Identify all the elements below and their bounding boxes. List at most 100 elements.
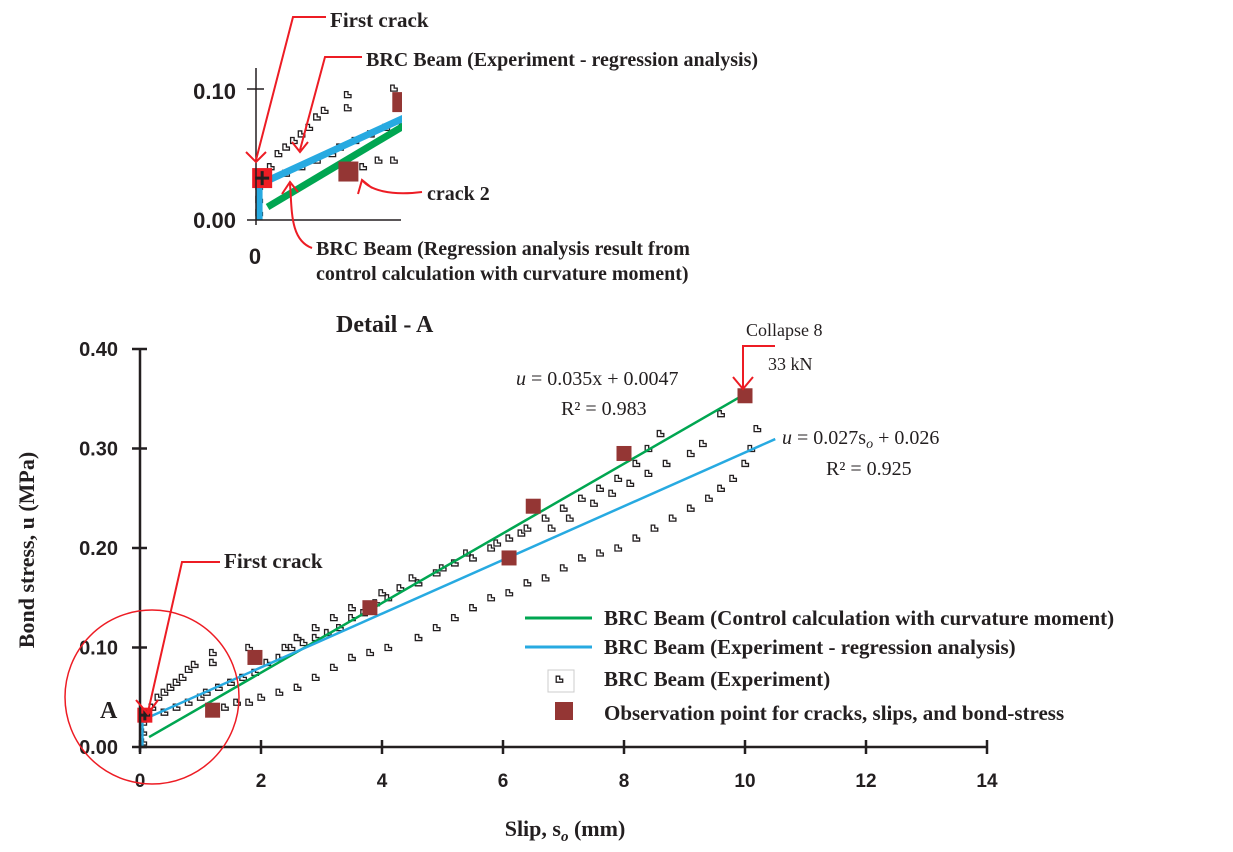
- experiment-point: [741, 459, 750, 468]
- experiment-point: [568, 85, 575, 91]
- experiment-point: [245, 698, 254, 706]
- legend-swatch-observation: [555, 702, 573, 720]
- experiment-point: [414, 579, 423, 587]
- main-plot: 0 2 4 6 8 10 12 14 0.00 0.10 0.20 0.30 0.40: [64, 339, 998, 792]
- experiment-point: [293, 633, 302, 642]
- y-tick-label: 0.40: [79, 339, 118, 361]
- experiment-point: [432, 569, 441, 577]
- experiment-point: [432, 623, 441, 632]
- control-line: [148, 392, 746, 739]
- x-tick-label: 4: [377, 771, 388, 792]
- legend-label: BRC Beam (Experiment - regression analys…: [604, 635, 1016, 659]
- experiment-point: [233, 698, 241, 706]
- experiment-point: [414, 633, 423, 642]
- experiment-point: [221, 703, 229, 711]
- experiment-point: [522, 98, 529, 104]
- experiment-point: [644, 469, 653, 478]
- experiment-point: [499, 111, 506, 117]
- equation-control: u = 0.035x + 0.0047: [516, 368, 679, 390]
- experiment-point: [686, 504, 695, 512]
- experiment-point: [374, 156, 383, 164]
- inset-control-label-1: BRC Beam (Regression analysis result fro…: [316, 238, 690, 260]
- experiment-point: [722, 13, 729, 19]
- experiment-point: [552, 26, 559, 32]
- experiment-point: [190, 660, 199, 669]
- experiment-point: [656, 429, 665, 438]
- collapse-load-label: 33 kN: [768, 354, 813, 374]
- observation-point: [392, 92, 402, 113]
- experiment-point: [583, 7, 590, 13]
- experiment-point: [705, 494, 713, 502]
- experiment-point: [578, 554, 586, 562]
- experiment-point: [408, 574, 417, 582]
- detail-a-inset: 0.00 0.10 0: [193, 0, 752, 269]
- experiment-point: [343, 104, 352, 112]
- experiment-point: [596, 484, 604, 492]
- x-axis-label: Slip, so (mm): [505, 816, 626, 845]
- experiment-point: [717, 410, 725, 418]
- experiment-point: [378, 589, 387, 597]
- experiment-point: [289, 136, 298, 145]
- experiment-point: [293, 683, 302, 691]
- experiment-point: [699, 20, 706, 26]
- experiment-point: [662, 459, 671, 468]
- inset-y-tick-label: 0.10: [193, 79, 236, 104]
- experiment-point: [537, 39, 544, 45]
- experiment-point: [541, 574, 550, 582]
- experiment-point: [208, 648, 217, 657]
- experiment-point: [384, 643, 393, 652]
- inset-regression-label: BRC Beam (Experiment - regression analys…: [366, 49, 758, 71]
- inset-first-crack-label: First crack: [330, 8, 429, 32]
- experiment-point: [336, 623, 344, 632]
- experiment-point: [745, 0, 752, 6]
- experiment-point: [329, 663, 338, 672]
- legend-label: Observation point for cracks, slips, and…: [604, 701, 1064, 725]
- experiment-point: [452, 72, 459, 78]
- experiment-point: [390, 84, 398, 92]
- collapse-label: Collapse 8: [746, 320, 823, 340]
- experiment-point: [493, 539, 502, 547]
- experiment-point: [606, 0, 613, 6]
- experiment-point: [320, 106, 329, 115]
- first-crack-label: First crack: [224, 549, 323, 573]
- x-tick-label: 12: [855, 771, 876, 792]
- experiment-point: [632, 534, 641, 542]
- experiment-point: [450, 614, 459, 622]
- experiment-point: [178, 673, 187, 681]
- experiment-point: [523, 579, 532, 587]
- experiment-point: [202, 688, 211, 696]
- experiment-point: [414, 105, 421, 111]
- experiment-point: [668, 514, 677, 522]
- experiment-point: [487, 594, 496, 602]
- x-tick-label: 6: [498, 771, 509, 792]
- experiment-point: [311, 623, 320, 632]
- experiment-point: [396, 584, 405, 592]
- experiment-point: [614, 474, 623, 482]
- experiment-point: [676, 33, 683, 39]
- experiment-point: [650, 524, 659, 532]
- regression-line: [142, 437, 776, 721]
- inset-first-crack-arrow: [245, 16, 326, 164]
- experiment-point: [452, 138, 459, 144]
- experiment-point: [274, 149, 283, 158]
- collapse-arrow: [732, 345, 775, 391]
- experiment-point: [568, 20, 575, 26]
- x-tick-label: 2: [256, 771, 267, 792]
- detail-a-circle: [64, 609, 240, 785]
- r2-regression: R² = 0.925: [826, 458, 912, 480]
- control-line: [265, 122, 402, 210]
- y-tick-label: 0.10: [79, 638, 118, 660]
- experiment-point: [606, 72, 613, 78]
- experiment-point: [348, 653, 356, 662]
- experiment-point: [460, 79, 467, 85]
- x-tick-label: 0: [135, 771, 146, 792]
- experiment-point: [311, 673, 320, 681]
- experiment-point: [359, 163, 368, 171]
- experiment-point: [406, 151, 413, 157]
- experiment-point: [545, 92, 552, 98]
- experiment-point: [686, 449, 695, 458]
- experiment-point: [475, 124, 482, 130]
- legend-label: BRC Beam (Experiment): [604, 667, 830, 691]
- experiment-point: [329, 614, 338, 622]
- legend-label: BRC Beam (Control calculation with curva…: [604, 606, 1114, 630]
